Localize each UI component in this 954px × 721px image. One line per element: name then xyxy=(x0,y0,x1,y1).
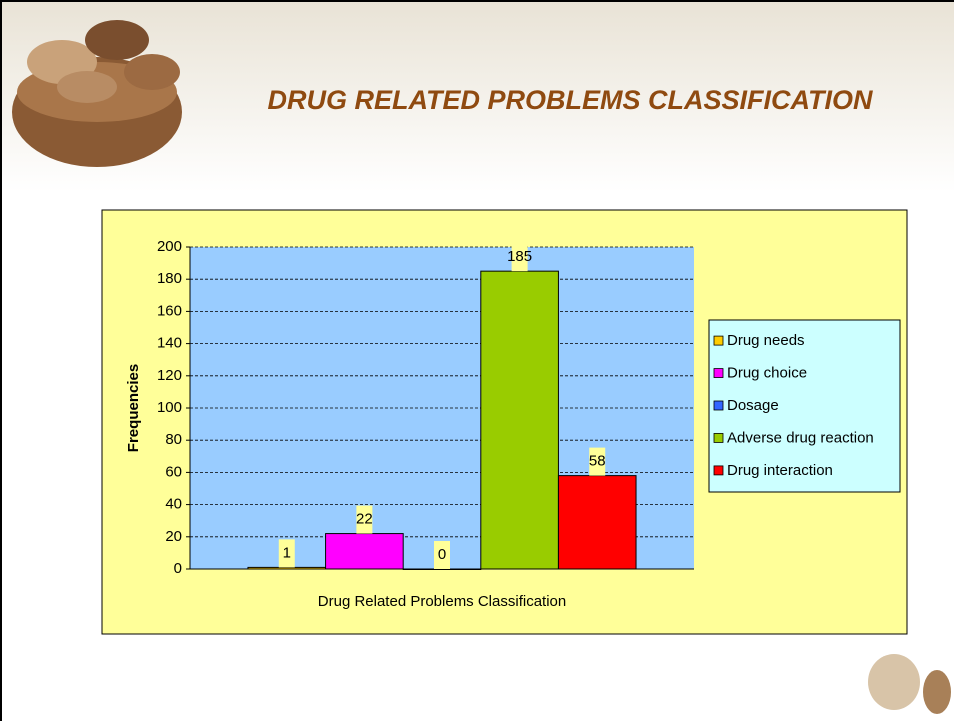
data-label-background xyxy=(278,539,295,568)
x-tick-label: Drug Related Problems Classification xyxy=(318,593,566,610)
bar xyxy=(325,533,404,570)
decoration xyxy=(12,20,182,167)
legend-label: Drug interaction xyxy=(727,462,833,479)
y-axis-label: Frequencies xyxy=(125,364,142,452)
data-label: 58 xyxy=(589,453,606,470)
legend-label: Drug choice xyxy=(727,365,807,382)
data-label: 1 xyxy=(283,544,291,561)
legend-label: Drug needs xyxy=(727,332,805,349)
y-tick-label: 200 xyxy=(157,238,182,255)
bar xyxy=(247,566,327,570)
y-tick-label: 40 xyxy=(165,496,182,513)
y-tick-label: 0 xyxy=(174,560,182,577)
legend-swatch xyxy=(713,433,724,443)
data-label: 185 xyxy=(507,248,532,265)
legend-swatch xyxy=(713,335,724,346)
y-tick-label: 80 xyxy=(165,431,182,448)
bar xyxy=(402,568,482,570)
decoration xyxy=(868,654,951,714)
data-label-background xyxy=(434,541,450,569)
legend-label: Adverse drug reaction xyxy=(727,429,874,446)
data-label-background xyxy=(356,505,373,534)
y-tick-label: 160 xyxy=(157,302,182,319)
data-label-background xyxy=(589,447,606,476)
legend-swatch xyxy=(713,368,724,378)
bar xyxy=(557,475,637,570)
y-tick-label: 140 xyxy=(157,335,182,352)
data-label: 22 xyxy=(356,511,373,528)
y-tick-label: 20 xyxy=(165,528,182,545)
legend-swatch xyxy=(713,400,724,411)
legend-label: Dosage xyxy=(727,397,779,414)
bar xyxy=(480,270,559,570)
data-label: 0 xyxy=(438,546,446,563)
y-tick-label: 180 xyxy=(157,270,182,287)
y-tick-label: 120 xyxy=(157,367,182,384)
legend xyxy=(708,319,901,493)
slide-title: DRUG RELATED PROBLEMS CLASSIFICATION xyxy=(268,85,873,115)
y-tick-label: 100 xyxy=(157,399,182,416)
y-tick-label: 60 xyxy=(165,463,182,480)
data-label-background xyxy=(511,243,528,272)
legend-swatch xyxy=(713,465,724,476)
